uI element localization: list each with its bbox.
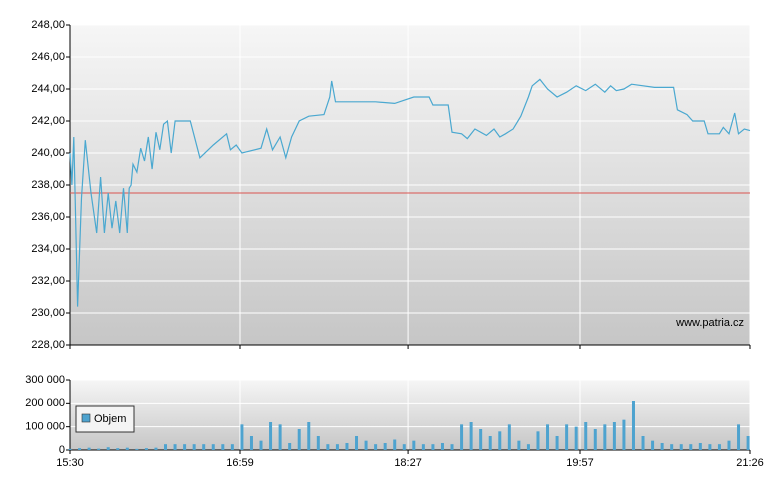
legend-swatch: [81, 413, 91, 423]
x-tick-label: 15:30: [56, 457, 84, 469]
volume-bar: [622, 419, 626, 450]
volume-bar: [450, 444, 454, 450]
volume-bar: [526, 444, 530, 450]
volume-bar: [144, 448, 148, 450]
volume-bar: [584, 422, 588, 450]
y-tick-label: 300 000: [25, 374, 65, 386]
y-tick-label: 236,00: [31, 211, 65, 223]
volume-bar: [708, 444, 712, 450]
volume-bar: [125, 447, 129, 450]
volume-bar: [612, 422, 616, 450]
y-tick-label: 100 000: [25, 421, 65, 433]
volume-bar: [97, 448, 101, 450]
volume-bar: [479, 429, 483, 450]
y-tick-label: 230,00: [31, 307, 65, 319]
volume-bar: [440, 443, 444, 450]
volume-bar: [68, 448, 72, 450]
y-tick-label: 246,00: [31, 51, 65, 63]
volume-bar: [698, 443, 702, 450]
volume-bar: [154, 447, 158, 450]
volume-bar: [679, 444, 683, 450]
volume-plot-area: [70, 380, 750, 450]
volume-bar: [230, 444, 234, 450]
volume-bar: [488, 436, 492, 450]
volume-bar: [221, 444, 225, 450]
volume-bar: [469, 422, 473, 450]
volume-bar: [364, 440, 368, 450]
volume-bar: [631, 401, 635, 450]
volume-bar: [517, 440, 521, 450]
volume-bar: [202, 444, 206, 450]
volume-bar: [412, 440, 416, 450]
y-tick-label: 232,00: [31, 275, 65, 287]
volume-bar: [345, 443, 349, 450]
y-tick-label: 0: [59, 444, 65, 456]
volume-bar: [546, 424, 550, 450]
volume-bar: [536, 431, 540, 450]
volume-bar: [78, 448, 82, 450]
volume-bar: [603, 424, 607, 450]
y-tick-label: 248,00: [31, 19, 65, 31]
volume-bar: [269, 422, 273, 450]
volume-bar: [297, 429, 301, 450]
volume-bar: [431, 444, 435, 450]
volume-bar: [164, 444, 168, 450]
x-tick-label: 19:57: [566, 457, 594, 469]
volume-bar: [737, 424, 741, 450]
x-tick-label: 21:26: [736, 457, 764, 469]
volume-bar: [507, 424, 511, 450]
volume-bar: [565, 424, 569, 450]
volume-bar: [106, 447, 110, 450]
volume-bar: [335, 444, 339, 450]
volume-bar: [326, 444, 330, 450]
volume-bar: [173, 444, 177, 450]
watermark: www.patria.cz: [675, 317, 744, 329]
volume-bar: [316, 436, 320, 450]
volume-bar: [689, 444, 693, 450]
volume-bar: [555, 436, 559, 450]
volume-bar: [746, 436, 750, 450]
volume-bar: [498, 431, 502, 450]
volume-bar: [717, 444, 721, 450]
x-tick-label: 16:59: [226, 457, 254, 469]
x-tick-label: 18:27: [394, 457, 422, 469]
volume-bar: [402, 444, 406, 450]
volume-bar: [259, 440, 263, 450]
volume-bar: [240, 424, 244, 450]
volume-bar: [249, 436, 253, 450]
volume-bar: [278, 424, 282, 450]
legend-label: Objem: [94, 413, 126, 425]
volume-bar: [211, 444, 215, 450]
y-tick-label: 242,00: [31, 115, 65, 127]
volume-bar: [421, 444, 425, 450]
price-line: [69, 78, 751, 307]
volume-bar: [393, 439, 397, 450]
volume-bar: [383, 443, 387, 450]
volume-bar: [355, 436, 359, 450]
volume-bar: [374, 444, 378, 450]
volume-bar: [192, 444, 196, 450]
y-tick-label: 238,00: [31, 179, 65, 191]
volume-bar: [87, 447, 91, 450]
volume-bar: [460, 424, 464, 450]
volume-bar: [593, 429, 597, 450]
y-tick-label: 228,00: [31, 339, 65, 351]
volume-bar: [670, 444, 674, 450]
volume-bar: [574, 426, 578, 450]
volume-bar: [116, 448, 120, 450]
volume-bar: [288, 443, 292, 450]
volume-bar: [660, 443, 664, 450]
volume-bar: [641, 436, 645, 450]
volume-bar: [727, 440, 731, 450]
volume-bar: [135, 448, 139, 450]
y-tick-label: 244,00: [31, 83, 65, 95]
volume-bar: [183, 444, 187, 450]
volume-bar: [651, 440, 655, 450]
y-tick-label: 234,00: [31, 243, 65, 255]
y-tick-label: 200 000: [25, 397, 65, 409]
y-tick-label: 240,00: [31, 147, 65, 159]
volume-bar: [307, 422, 311, 450]
